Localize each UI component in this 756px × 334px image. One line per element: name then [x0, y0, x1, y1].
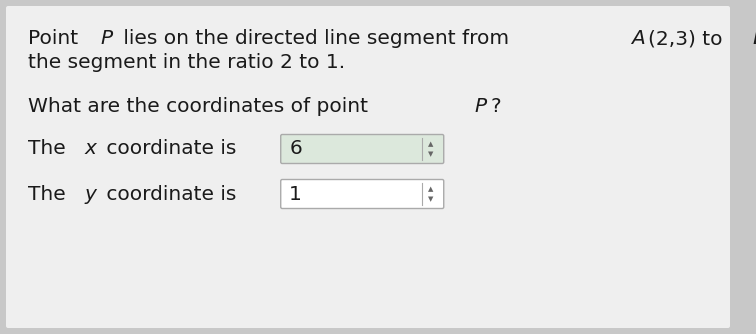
- Text: coordinate is: coordinate is: [101, 140, 237, 159]
- FancyBboxPatch shape: [280, 179, 444, 208]
- Text: ?: ?: [491, 97, 501, 116]
- Text: y: y: [85, 184, 97, 203]
- Text: B: B: [753, 29, 756, 48]
- FancyBboxPatch shape: [280, 135, 444, 164]
- Text: 6: 6: [290, 140, 302, 159]
- Text: The: The: [28, 140, 72, 159]
- Text: Point: Point: [28, 29, 85, 48]
- Text: A: A: [631, 29, 645, 48]
- Text: ▲: ▲: [428, 186, 433, 192]
- Text: x: x: [85, 140, 97, 159]
- Text: lies on the directed line segment from: lies on the directed line segment from: [116, 29, 515, 48]
- Text: P: P: [475, 97, 487, 116]
- FancyBboxPatch shape: [6, 6, 730, 328]
- Text: the segment in the ratio 2 to 1.: the segment in the ratio 2 to 1.: [28, 52, 345, 71]
- Text: ▼: ▼: [428, 196, 433, 202]
- Text: What are the coordinates of point: What are the coordinates of point: [28, 97, 374, 116]
- Text: ▼: ▼: [428, 151, 433, 157]
- Text: P: P: [101, 29, 113, 48]
- Text: 1: 1: [290, 184, 302, 203]
- Text: The: The: [28, 184, 72, 203]
- Text: coordinate is: coordinate is: [101, 184, 237, 203]
- Text: (2,3) to: (2,3) to: [649, 29, 730, 48]
- Text: ▲: ▲: [428, 141, 433, 147]
